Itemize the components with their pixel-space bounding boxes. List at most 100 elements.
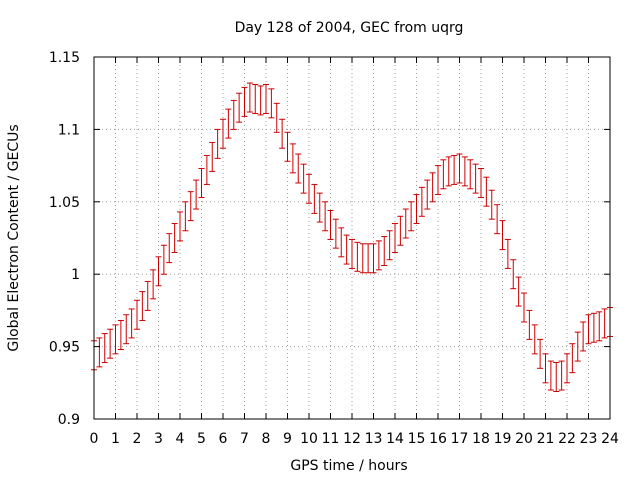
data-point — [596, 311, 603, 342]
data-point — [209, 141, 216, 172]
x-tick-label: 6 — [219, 431, 228, 447]
x-tick-labels: 0 1 2 3 4 5 6 7 8 9 10 11 12 13 14 15 16 17 18 19 20 21 22 23 24 — [90, 431, 619, 447]
data-point — [445, 156, 452, 187]
data-point — [504, 238, 511, 269]
x-tick-label: 11 — [322, 431, 340, 447]
data-point — [306, 173, 312, 204]
data-point — [354, 241, 361, 272]
data-point — [284, 131, 291, 162]
data-point — [397, 215, 404, 246]
data-point — [483, 176, 490, 207]
data-point — [564, 353, 570, 384]
x-tick-label: 7 — [240, 431, 249, 447]
data-point — [558, 360, 565, 391]
data-point — [472, 163, 479, 194]
x-tick-label: 13 — [365, 431, 383, 447]
x-tick-label: 2 — [133, 431, 142, 447]
x-tick-label: 23 — [580, 431, 598, 447]
data-point — [150, 269, 157, 300]
data-point — [413, 194, 420, 225]
data-point — [467, 159, 474, 190]
x-tick-label: 4 — [176, 431, 185, 447]
data-point — [311, 183, 318, 214]
data-point — [187, 191, 194, 222]
data-point — [435, 165, 441, 196]
x-tick-label: 17 — [451, 431, 469, 447]
data-point — [359, 243, 366, 274]
data-point — [461, 156, 468, 187]
y-tick-label: 0.9 — [58, 412, 80, 428]
data-point — [193, 179, 200, 210]
chart-title: Day 128 of 2004, GEC from uqrg — [235, 20, 464, 36]
data-point — [112, 324, 119, 355]
data-point — [542, 353, 549, 384]
data-point — [236, 92, 243, 123]
data-point — [515, 276, 522, 307]
x-tick-label: 9 — [283, 431, 292, 447]
x-tick-label: 14 — [386, 431, 404, 447]
data-point — [499, 220, 506, 251]
data-point — [531, 324, 538, 355]
x-tick-label: 15 — [408, 431, 426, 447]
x-tick-label: 0 — [90, 431, 99, 447]
data-point — [418, 186, 425, 217]
x-tick-label: 8 — [262, 431, 271, 447]
data-point — [246, 82, 253, 113]
data-point — [343, 234, 350, 265]
data-point — [295, 153, 302, 184]
data-point — [553, 362, 560, 392]
x-tick-label: 16 — [429, 431, 447, 447]
y-tick-label: 1.05 — [49, 195, 80, 211]
data-point — [392, 223, 398, 253]
data-point — [300, 163, 307, 194]
data-point — [494, 204, 501, 235]
data-point — [279, 118, 286, 149]
data-point — [574, 331, 581, 362]
y-tick-label: 1.1 — [58, 122, 80, 138]
data-point — [408, 201, 415, 232]
data-point — [107, 328, 114, 359]
ticks — [93, 56, 611, 420]
data-point — [601, 308, 608, 339]
data-point — [402, 208, 409, 239]
data-point — [488, 189, 495, 220]
data-point — [144, 280, 151, 311]
data-point — [171, 223, 178, 253]
data-point — [537, 338, 544, 369]
data-point — [521, 292, 527, 323]
x-tick-label: 10 — [300, 431, 318, 447]
data-point — [220, 118, 226, 149]
data-point — [365, 243, 372, 274]
data-point — [225, 108, 232, 139]
x-tick-label: 22 — [558, 431, 576, 447]
data-point — [182, 201, 189, 232]
data-point — [456, 153, 463, 184]
data-point — [338, 227, 345, 258]
data-point — [214, 128, 221, 159]
data-point — [123, 314, 130, 345]
data-series — [91, 82, 613, 392]
data-point — [241, 86, 248, 117]
data-point — [451, 154, 458, 185]
x-tick-label: 3 — [154, 431, 163, 447]
y-tick-label: 0.95 — [49, 340, 80, 356]
y-tick-label: 1 — [71, 267, 80, 283]
x-tick-label: 21 — [537, 431, 555, 447]
data-point — [316, 192, 323, 223]
data-point — [166, 233, 173, 264]
data-point — [478, 167, 484, 198]
data-point — [429, 172, 436, 203]
data-point — [569, 343, 576, 374]
data-point — [203, 154, 210, 185]
data-point — [370, 243, 377, 274]
data-point — [526, 309, 533, 340]
x-tick-label: 18 — [472, 431, 490, 447]
data-point — [289, 143, 296, 174]
data-point — [128, 308, 135, 339]
x-tick-label: 1 — [111, 431, 120, 447]
x-axis-label: GPS time / hours — [290, 458, 407, 474]
data-point — [252, 84, 259, 114]
x-tick-label: 12 — [343, 431, 361, 447]
